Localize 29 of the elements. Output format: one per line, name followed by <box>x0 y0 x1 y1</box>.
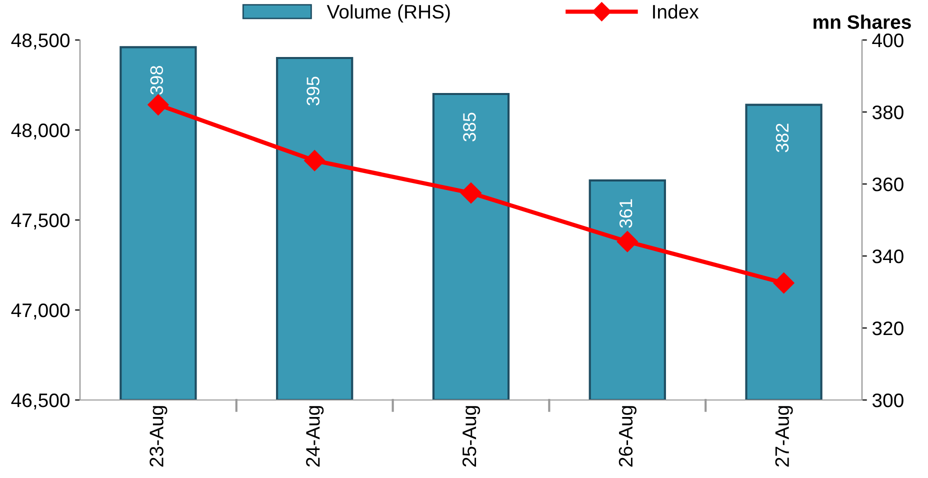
text: 382 <box>776 124 789 152</box>
y2-axis-title: mn Shares <box>814 14 911 29</box>
point <box>304 150 326 172</box>
x-tick-label: 23-Aug <box>150 406 168 467</box>
y2-tick-label: 340 <box>872 249 904 264</box>
y-tick-label: 47,000 <box>11 303 70 320</box>
y2-tick-label: 360 <box>872 177 904 192</box>
y2-tick-label: 300 <box>872 393 904 408</box>
x-tick-label: 25-Aug <box>462 406 480 467</box>
point <box>773 272 794 294</box>
y2-tick-label: 320 <box>872 321 904 336</box>
legend-label: Volume (RHS) <box>326 4 450 22</box>
point <box>616 231 638 252</box>
x-tick-label: 27-Aug <box>775 406 793 467</box>
point <box>148 94 169 116</box>
text: 385 <box>463 112 476 142</box>
y2-tick-label: 380 <box>872 105 904 120</box>
y-tick-label: 48,000 <box>11 123 70 140</box>
y-tick-label: 47,500 <box>11 213 70 230</box>
y-tick-label: 46,500 <box>11 393 70 410</box>
point <box>460 182 482 204</box>
y-tick-label: 48,500 <box>11 33 70 50</box>
text: 395 <box>306 76 320 106</box>
x-tick-label: 26-Aug <box>618 406 636 467</box>
y2-tick-label: 400 <box>872 33 904 48</box>
x-tick-label: 24-Aug <box>306 406 324 467</box>
text: 398 <box>150 66 164 95</box>
text: 361 <box>619 199 632 228</box>
legend-label: Index <box>653 4 699 19</box>
